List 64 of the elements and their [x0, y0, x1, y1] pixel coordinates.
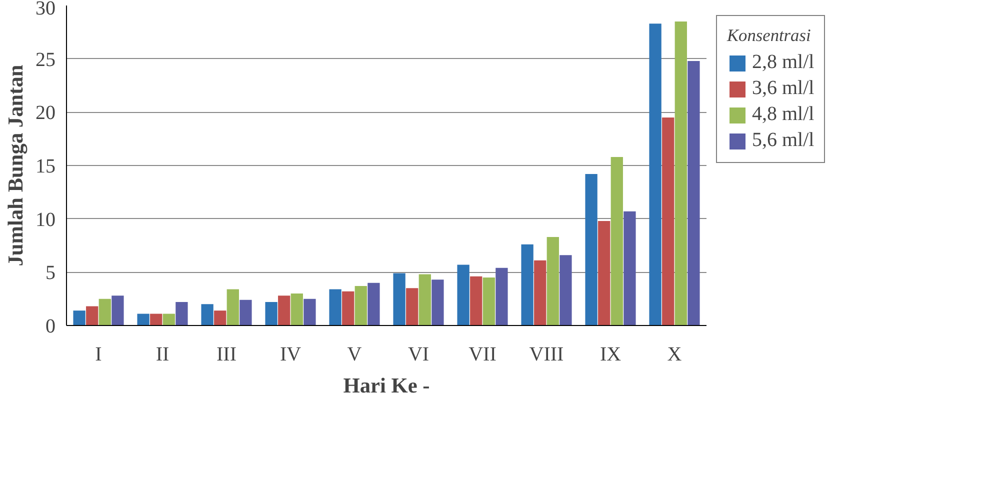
bar	[432, 280, 444, 326]
bar	[496, 268, 508, 326]
y-tick-label: 20	[36, 102, 56, 124]
x-tick-label: V	[347, 344, 362, 366]
y-tick-label: 30	[36, 0, 56, 20]
bar	[137, 314, 150, 326]
bar	[214, 310, 226, 326]
bar	[534, 260, 546, 326]
bar	[265, 302, 278, 326]
bar	[304, 298, 316, 326]
bar	[162, 314, 175, 326]
x-tick-label: X	[667, 344, 682, 366]
x-tick-label: VII	[468, 344, 496, 366]
bar	[98, 298, 111, 326]
x-tick-label: IV	[280, 344, 302, 366]
bar	[406, 288, 418, 326]
x-tick-label: III	[216, 344, 236, 366]
bar	[662, 118, 674, 326]
y-axis-title: Jumlah Bunga Jantan	[4, 64, 28, 266]
bar	[598, 220, 610, 326]
x-tick-label: II	[156, 344, 170, 366]
bar	[418, 274, 431, 326]
y-tick-label: 25	[36, 48, 56, 71]
x-tick-label: VIII	[529, 344, 564, 366]
bar	[560, 255, 572, 326]
bar	[546, 236, 559, 326]
bar	[368, 282, 380, 326]
bar	[482, 278, 495, 326]
bar	[329, 289, 342, 326]
bar	[278, 296, 290, 326]
bar	[674, 22, 687, 326]
bar	[457, 264, 470, 326]
y-tick-label: 10	[36, 208, 56, 231]
y-tick-label: 5	[46, 262, 56, 284]
bar	[176, 302, 188, 326]
legend-label: 5,6 ml/l	[752, 129, 814, 152]
legend-label: 4,8 ml/l	[752, 103, 814, 126]
bar	[73, 310, 86, 326]
legend-title: Konsentrasi	[727, 26, 812, 46]
y-tick-label: 0	[46, 316, 56, 338]
bar	[201, 304, 214, 326]
x-tick-label: VI	[408, 344, 430, 366]
x-axis-title: Hari Ke -	[343, 374, 430, 398]
legend-label: 3,6 ml/l	[752, 77, 814, 100]
bar	[226, 289, 239, 326]
bar	[150, 314, 162, 326]
bar	[521, 244, 534, 326]
bar	[290, 294, 303, 326]
bar	[688, 60, 700, 326]
bar	[86, 306, 98, 326]
x-tick-label: IX	[600, 344, 622, 366]
bar	[240, 300, 252, 326]
y-tick-label: 15	[36, 156, 56, 178]
legend-label: 2,8 ml/l	[752, 51, 814, 74]
bar	[649, 24, 662, 326]
bar	[342, 291, 354, 326]
bar	[610, 156, 623, 326]
x-tick-label: I	[95, 344, 102, 366]
bar	[470, 276, 482, 326]
bar	[393, 273, 406, 326]
bar	[112, 296, 124, 326]
bar	[624, 211, 636, 326]
bar	[354, 286, 367, 326]
bar	[585, 174, 598, 326]
